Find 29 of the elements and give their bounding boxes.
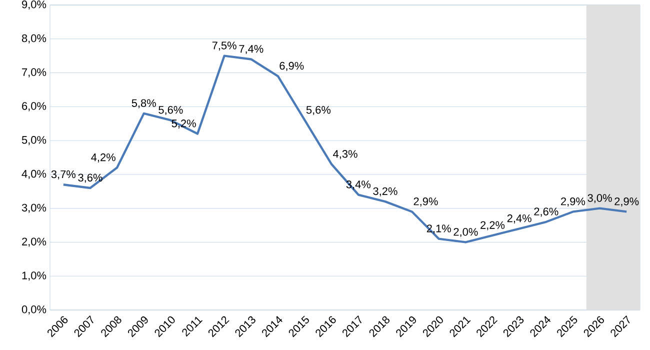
data-label: 3,2% [373,187,398,196]
data-label: 7,4% [239,45,264,54]
data-label: 3,6% [78,174,102,183]
y-tick-label: 8,0% [22,34,46,44]
y-tick-label: 1,0% [22,272,46,281]
data-label: 2,9% [414,197,438,207]
data-label: 2,9% [614,197,639,207]
data-label: 7,5% [212,42,236,51]
data-label: 3,0% [588,194,612,204]
data-label: 5,6% [306,106,331,116]
y-tick-label: 4,0% [22,170,46,179]
data-label: 2,9% [561,197,586,207]
data-label: 5,6% [158,106,183,116]
data-label: 5,8% [132,99,156,108]
y-tick-label: 0,0% [22,305,46,315]
data-label: 6,9% [280,62,304,71]
data-label: 4,2% [91,153,116,162]
data-label: 2,2% [480,221,505,230]
data-label: 2,4% [507,214,532,224]
y-tick-label: 7,0% [22,68,46,78]
data-label: 2,6% [534,208,558,217]
y-tick-label: 5,0% [22,136,46,146]
y-tick-label: 2,0% [22,238,46,247]
y-tick-label: 3,0% [22,204,46,213]
y-tick-label: 9,0% [22,0,46,10]
data-label: 2,0% [454,228,478,238]
data-label: 4,3% [333,150,358,160]
y-tick-label: 6,0% [22,102,46,112]
data-label: 3,7% [51,170,76,180]
